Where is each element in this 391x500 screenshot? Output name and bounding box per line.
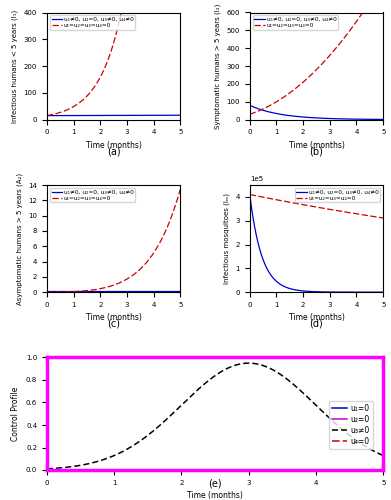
- Legend: u₁≠0, u₂=0, u₃≠0, u₄≠0, u₁=u₂=u₃=u₄=0: u₁≠0, u₂=0, u₃≠0, u₄≠0, u₁=u₂=u₃=u₄=0: [50, 16, 135, 30]
- Y-axis label: Infectious mosquitoes (Iₘ): Infectious mosquitoes (Iₘ): [224, 193, 230, 284]
- Title: (c): (c): [107, 318, 120, 328]
- X-axis label: Time (months): Time (months): [187, 492, 243, 500]
- X-axis label: Time (months): Time (months): [289, 141, 344, 150]
- X-axis label: Time (months): Time (months): [86, 314, 142, 322]
- Title: (e): (e): [208, 478, 222, 488]
- Title: (b): (b): [310, 146, 323, 156]
- Legend: u₁≠0, u₂=0, u₃≠0, u₄≠0, u₁=u₂=u₃=u₄=0: u₁≠0, u₂=0, u₃≠0, u₄≠0, u₁=u₂=u₃=u₄=0: [50, 188, 135, 202]
- X-axis label: Time (months): Time (months): [289, 314, 344, 322]
- Y-axis label: Symptomatic humans > 5 years (I₂): Symptomatic humans > 5 years (I₂): [215, 4, 221, 129]
- Legend: u₁=0, u₂=0, u₃≠0, u₄=0: u₁=0, u₂=0, u₃≠0, u₄=0: [329, 401, 373, 449]
- Title: (a): (a): [107, 146, 120, 156]
- Legend: u₁≠0, u₂=0, u₃≠0, u₄≠0, u₁=u₂=u₃=u₄=0: u₁≠0, u₂=0, u₃≠0, u₄≠0, u₁=u₂=u₃=u₄=0: [295, 188, 380, 202]
- Y-axis label: Control Profile: Control Profile: [11, 386, 20, 441]
- Legend: u₁≠0, u₂=0, u₃≠0, u₄≠0, u₁=u₂=u₃=u₄=0: u₁≠0, u₂=0, u₃≠0, u₄≠0, u₁=u₂=u₃=u₄=0: [253, 16, 338, 30]
- X-axis label: Time (months): Time (months): [86, 141, 142, 150]
- Title: (d): (d): [310, 318, 323, 328]
- Y-axis label: Asymptomatic humans > 5 years (A₂): Asymptomatic humans > 5 years (A₂): [16, 172, 23, 304]
- Y-axis label: Infectious humans < 5 years (I₁): Infectious humans < 5 years (I₁): [12, 10, 18, 122]
